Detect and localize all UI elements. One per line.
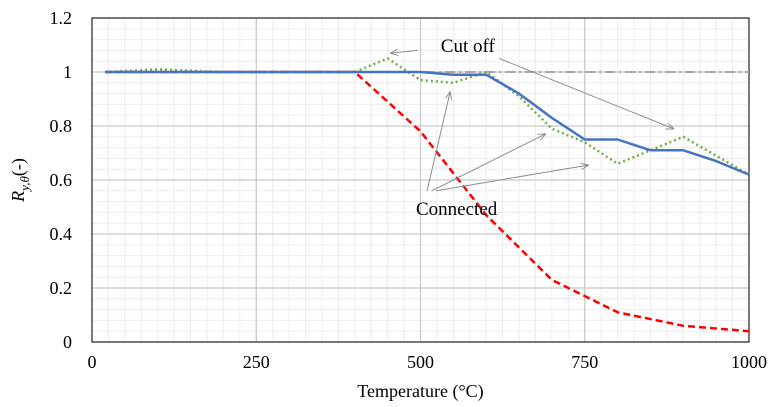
x-tick-label: 1000 (731, 352, 767, 372)
x-tick-label: 0 (88, 352, 97, 372)
series-line-3 (105, 59, 749, 175)
y-axis-title-suffix: (-) (8, 158, 29, 176)
y-axis-title-base: R (8, 191, 28, 203)
y-tick-label: 0.2 (50, 278, 73, 298)
x-tick-label: 500 (407, 352, 434, 372)
x-tick-label: 250 (243, 352, 270, 372)
y-tick-label: 0.4 (50, 224, 73, 244)
series-layer (105, 59, 749, 332)
x-axis-title: Temperature (°C) (357, 381, 483, 402)
annotation-label: Cut off (441, 36, 496, 57)
y-tick-label: 0.6 (50, 170, 73, 190)
x-tick-label: 750 (571, 352, 598, 372)
y-tick-label: 1 (63, 62, 72, 82)
annotation-label: Connected (416, 199, 498, 220)
y-axis-tick-labels: 0 0.2 0.4 0.6 0.8 1 1.2 (50, 8, 73, 352)
y-tick-label: 0 (63, 332, 72, 352)
y-axis-title: Ry,θ(-) (8, 158, 32, 203)
y-tick-label: 0.8 (50, 116, 73, 136)
y-axis-title-subscript: y,θ (17, 176, 32, 193)
y-tick-label: 1.2 (50, 8, 73, 28)
annotations: Cut off Connected (391, 36, 674, 220)
x-axis-tick-labels: 0 250 500 750 1000 (88, 352, 768, 372)
series-line-4 (105, 72, 749, 175)
annotation-arrow (427, 92, 450, 191)
